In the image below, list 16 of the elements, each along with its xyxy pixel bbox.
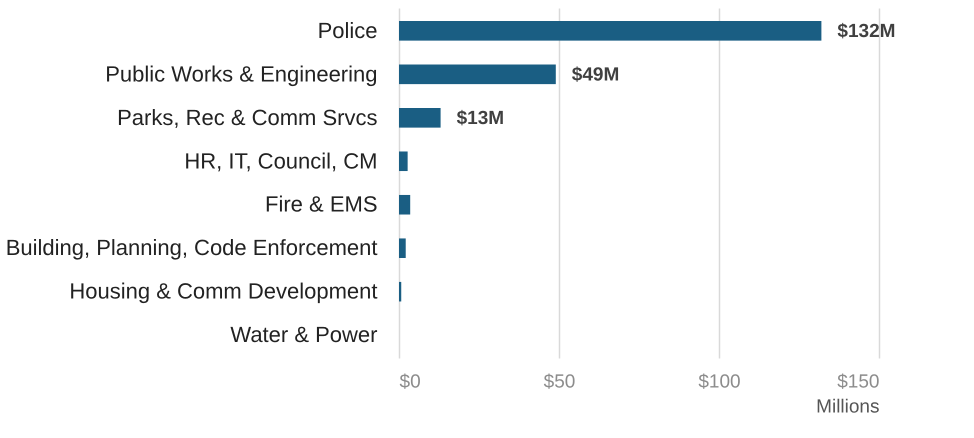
y-tick-label: HR, IT, Council, CM	[184, 148, 378, 174]
data-label: $13M	[456, 108, 504, 129]
y-tick-label: Public Works & Engineering	[105, 61, 378, 86]
y-tick-label: Building, Planning, Code Enforcement	[6, 235, 378, 260]
y-tick-label: Water & Power	[230, 322, 378, 348]
x-tick-label: $50	[544, 372, 576, 392]
y-tick-label: Housing & Comm Development	[69, 278, 378, 304]
y-tick-label: Parks, Rec & Comm Srvcs	[117, 104, 378, 130]
x-tick-label: $0	[400, 372, 421, 392]
data-label: $132M	[837, 20, 896, 42]
x-tick-label: $100	[698, 372, 741, 392]
x-axis-title: Millions	[816, 396, 880, 418]
x-tick-label: $150	[837, 372, 880, 392]
y-tick-label: Police	[318, 18, 378, 43]
data-label: $49M	[572, 64, 620, 86]
y-tick-label: Fire & EMS	[265, 192, 378, 217]
